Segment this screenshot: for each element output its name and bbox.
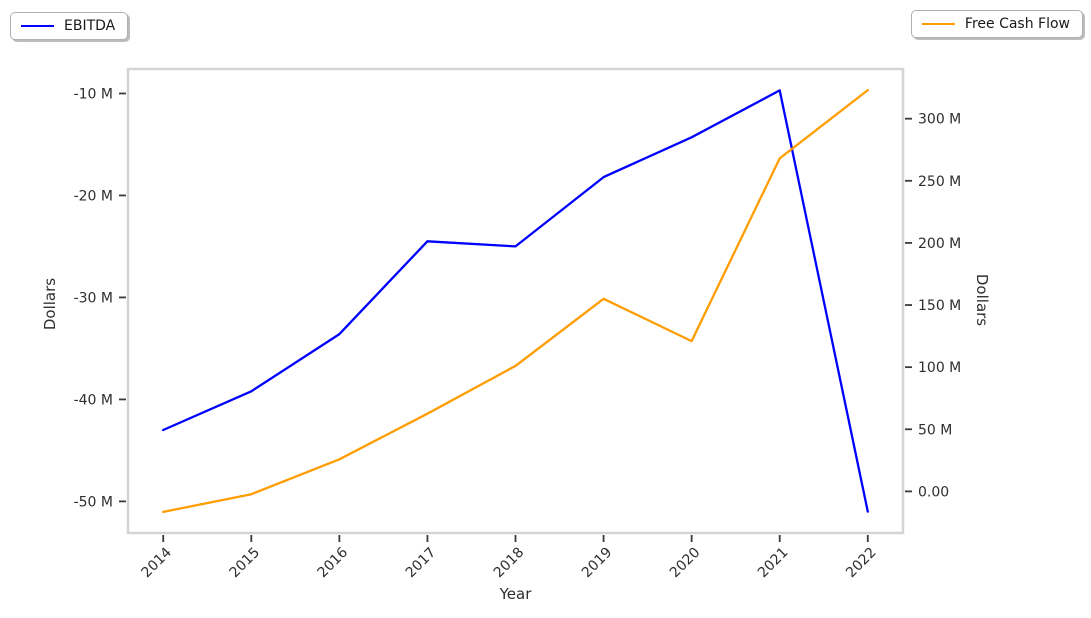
x-tick-label: 2018 [491,545,528,582]
free-cash-flow-line [162,88,869,514]
y-left-axis-title: Dollars [41,278,59,330]
y-right-tick-label: 0.00 [918,484,949,500]
y-left-tick-label: -50 M [74,494,113,510]
ebitda-line-sample [21,25,54,27]
y-right-tick-label: 50 M [918,422,952,438]
y-right-tick-label: 200 M [918,236,961,252]
y-right-axis-title: Dollars [973,274,991,326]
y-right-tick-label: 150 M [918,298,961,314]
y-left-tick-label: -30 M [74,290,113,306]
y-right-tick-label: 100 M [918,360,961,376]
legend-free-cash-flow-label: Free Cash Flow [964,16,1070,32]
y-left-tick-label: -10 M [74,86,113,102]
x-tick-label: 2014 [139,544,176,581]
x-tick-label: 2016 [315,544,352,581]
y-right-tick-label: 250 M [918,174,961,190]
x-tick-label: 2019 [579,545,616,582]
x-axis-title: Year [499,585,533,603]
plot-frame [126,67,905,535]
legend-free-cash-flow: Free Cash Flow [910,10,1083,38]
y-left-tick-label: -40 M [74,392,113,408]
x-tick-label: 2021 [755,545,792,582]
free-cash-flow-line-sample [921,23,955,25]
legend-ebitda-label: EBITDA [64,18,116,34]
legend-ebitda: EBITDA [10,12,129,40]
x-tick-label: 2022 [843,545,880,582]
y-left-tick-label: -20 M [74,188,113,204]
x-tick-label: 2017 [403,545,440,582]
ebitda-line [162,89,869,513]
y-right-tick-label: 300 M [918,112,961,128]
x-tick-label: 2020 [667,545,704,582]
x-tick-label: 2015 [227,545,264,582]
